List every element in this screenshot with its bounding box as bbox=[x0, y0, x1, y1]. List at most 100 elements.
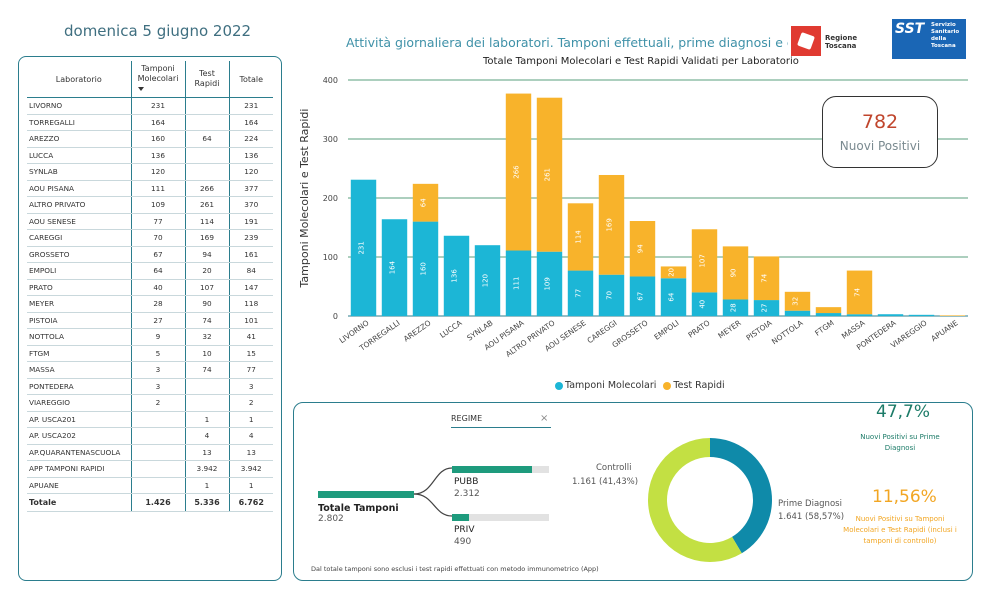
bar-molecular[interactable] bbox=[722, 299, 749, 316]
bar-rapid[interactable] bbox=[784, 291, 811, 311]
cell-total: 231 bbox=[228, 97, 273, 115]
bar-molecular[interactable] bbox=[815, 313, 842, 316]
table-row[interactable]: VIAREGGIO 2 2 bbox=[27, 394, 273, 412]
legend-label-molecular[interactable]: Tamponi Molecolari bbox=[565, 380, 657, 391]
table-row[interactable]: SYNLAB 120 120 bbox=[27, 163, 273, 181]
table-row[interactable]: LUCCA 136 136 bbox=[27, 147, 273, 164]
bar-molecular[interactable] bbox=[753, 300, 780, 316]
bar-rapid[interactable] bbox=[691, 229, 718, 293]
table-row[interactable]: PISTOIA 27 74 101 bbox=[27, 312, 273, 329]
bar-rapid[interactable] bbox=[629, 221, 656, 277]
col-header-molecular[interactable]: Tamponi Molecolari bbox=[130, 61, 185, 98]
table-row[interactable]: AOU PISANA 111 266 377 bbox=[27, 180, 273, 197]
cell-name: VIAREGGIO bbox=[27, 394, 131, 412]
cell-name: MEYER bbox=[27, 295, 131, 313]
lab-table-body: LIVORNO 231 231 TORREGALLI 164 164 AREZZO 160 64… bbox=[27, 97, 273, 494]
bar-molecular[interactable] bbox=[536, 251, 563, 316]
cell-name: AOU SENESE bbox=[27, 213, 131, 230]
cell-total: 13 bbox=[228, 444, 273, 461]
col-header-rapid[interactable]: Test Rapidi bbox=[184, 61, 229, 98]
bar-molecular[interactable] bbox=[691, 292, 718, 316]
sst-logo-text: Servizio Sanitario della Toscana bbox=[931, 22, 960, 49]
cell-rapid: 4 bbox=[184, 427, 229, 445]
bar-molecular[interactable] bbox=[443, 235, 470, 316]
priv-bar[interactable] bbox=[452, 514, 469, 521]
cell-name: APUANE bbox=[27, 477, 131, 494]
cell-total: 370 bbox=[228, 196, 273, 214]
donut-slice-prime-diagnosi[interactable] bbox=[648, 438, 742, 562]
bar-rapid[interactable] bbox=[846, 270, 873, 315]
table-row[interactable]: EMPOLI 64 20 84 bbox=[27, 262, 273, 280]
table-row[interactable]: GROSSETO 67 94 161 bbox=[27, 246, 273, 263]
bar-molecular[interactable] bbox=[474, 245, 501, 316]
data-label-molecular: 70 bbox=[606, 291, 614, 300]
donut-slice-controlli[interactable] bbox=[710, 438, 772, 554]
total-tamponi-bar[interactable] bbox=[318, 491, 414, 498]
close-filter-icon[interactable]: × bbox=[540, 413, 549, 424]
data-label-molecular: 164 bbox=[389, 260, 397, 274]
cell-name: ALTRO PRIVATO bbox=[27, 196, 131, 214]
bar-molecular[interactable] bbox=[350, 179, 377, 316]
cell-name: PONTEDERA bbox=[27, 378, 131, 395]
bar-rapid[interactable] bbox=[505, 93, 532, 251]
bar-molecular[interactable] bbox=[908, 314, 935, 316]
bar-rapid[interactable] bbox=[567, 203, 594, 271]
bar-rapid[interactable] bbox=[815, 307, 842, 314]
table-row[interactable]: AP. USCA201 1 1 bbox=[27, 411, 273, 428]
table-row[interactable]: ALTRO PRIVATO 109 261 370 bbox=[27, 196, 273, 214]
bar-molecular[interactable] bbox=[381, 219, 408, 316]
table-row[interactable]: LIVORNO 231 231 bbox=[27, 97, 273, 115]
y-axis-label: Tamponi Molecolari e Test Rapidi bbox=[298, 109, 311, 289]
bar-molecular[interactable] bbox=[660, 278, 687, 316]
cell-molecular: 231 bbox=[130, 97, 185, 115]
cell-name: SYNLAB bbox=[27, 163, 131, 181]
table-row[interactable]: AP. USCA202 4 4 bbox=[27, 427, 273, 445]
table-row[interactable]: NOTTOLA 9 32 41 bbox=[27, 328, 273, 346]
bar-molecular[interactable] bbox=[877, 314, 904, 316]
table-row[interactable]: APUANE 1 1 bbox=[27, 477, 273, 494]
bar-rapid[interactable] bbox=[598, 174, 625, 275]
table-row[interactable]: PONTEDERA 3 3 bbox=[27, 378, 273, 395]
table-header-row: Laboratorio Tamponi Molecolari Test Rapi… bbox=[27, 61, 273, 98]
bar-rapid[interactable] bbox=[536, 97, 563, 252]
cell-total: 191 bbox=[228, 213, 273, 230]
table-row[interactable]: AOU SENESE 77 114 191 bbox=[27, 213, 273, 230]
bar-molecular[interactable] bbox=[598, 274, 625, 316]
data-label-rapid: 114 bbox=[575, 230, 583, 244]
table-row[interactable]: FTGM 5 10 15 bbox=[27, 345, 273, 362]
table-row[interactable]: MEYER 28 90 118 bbox=[27, 295, 273, 313]
table-row[interactable]: AP.QUARANTENASCUOLA 13 13 bbox=[27, 444, 273, 461]
bar-molecular[interactable] bbox=[567, 270, 594, 316]
x-tick-label: MEYER bbox=[716, 318, 742, 340]
donut-value-prime: 1.641 (58,57%) bbox=[778, 512, 845, 522]
bar-molecular[interactable] bbox=[784, 310, 811, 316]
table-row[interactable]: APP TAMPONI RAPIDI 3.942 3.942 bbox=[27, 460, 273, 478]
legend-label-rapid[interactable]: Test Rapidi bbox=[673, 380, 725, 391]
table-row[interactable]: AREZZO 160 64 224 bbox=[27, 130, 273, 148]
col-header-lab[interactable]: Laboratorio bbox=[27, 61, 131, 98]
table-row[interactable]: MASSA 3 74 77 bbox=[27, 361, 273, 379]
bar-rapid[interactable] bbox=[939, 315, 966, 316]
regime-filter-label[interactable]: REGIME bbox=[451, 414, 483, 423]
bar-rapid[interactable] bbox=[412, 183, 439, 222]
bar-molecular[interactable] bbox=[505, 250, 532, 316]
col-header-total[interactable]: Totale bbox=[228, 61, 273, 98]
bar-rapid[interactable] bbox=[722, 246, 749, 300]
bar-molecular[interactable] bbox=[846, 314, 873, 316]
table-row[interactable]: CAREGGI 70 169 239 bbox=[27, 229, 273, 247]
bar-rapid[interactable] bbox=[753, 256, 780, 301]
cell-molecular: 120 bbox=[130, 163, 185, 181]
pubb-label: PUBB bbox=[454, 477, 479, 487]
table-row[interactable]: PRATO 40 107 147 bbox=[27, 279, 273, 296]
cell-molecular: 5 bbox=[130, 345, 185, 362]
cell-rapid bbox=[184, 114, 229, 131]
bar-molecular[interactable] bbox=[412, 221, 439, 316]
pubb-value: 2.312 bbox=[454, 489, 480, 499]
pubb-bar[interactable] bbox=[452, 466, 533, 473]
table-row[interactable]: TORREGALLI 164 164 bbox=[27, 114, 273, 131]
bar-molecular[interactable] bbox=[629, 276, 656, 316]
x-tick-label: APUANE bbox=[929, 318, 959, 343]
cell-molecular: 28 bbox=[130, 295, 185, 313]
bar-rapid[interactable] bbox=[660, 266, 687, 279]
